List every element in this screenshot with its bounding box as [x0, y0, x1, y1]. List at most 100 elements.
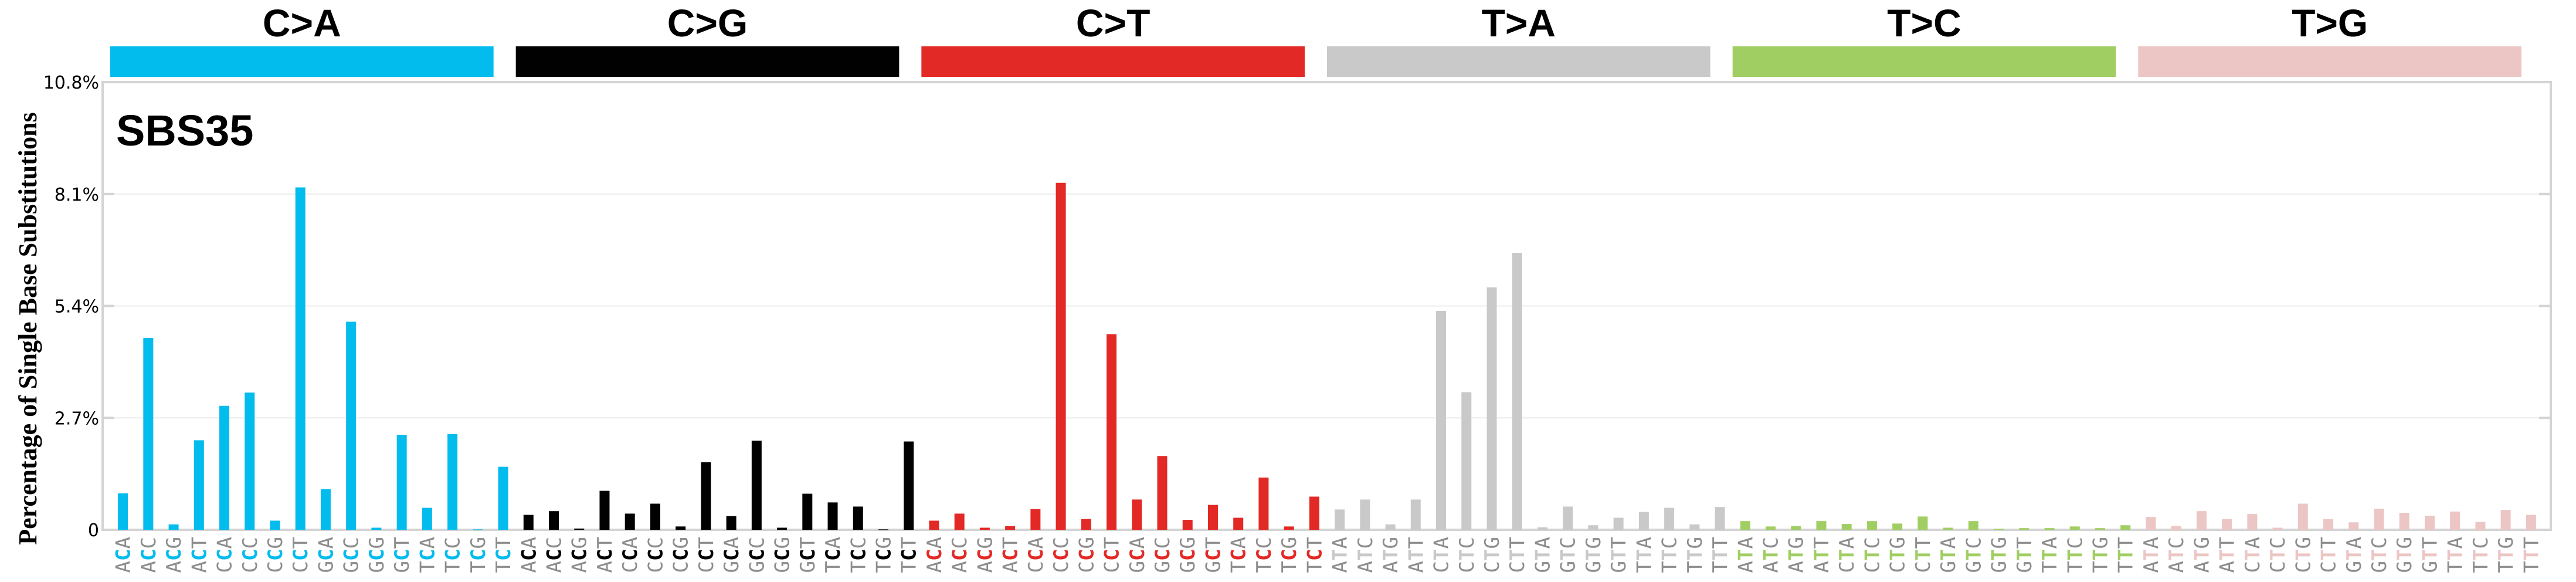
context-label: TCT: [492, 537, 515, 573]
bar: [1816, 521, 1827, 530]
context-label: ACG: [568, 537, 592, 573]
context-label: TCT: [1303, 537, 1326, 573]
bar: [625, 513, 635, 530]
bar: [2323, 519, 2334, 530]
context-label: GTG: [1582, 537, 1606, 573]
context-label: CCC: [239, 537, 262, 573]
context-label: ACG: [973, 537, 997, 573]
bar: [1537, 527, 1547, 530]
context-label: TTG: [2494, 537, 2518, 573]
y-tick-label: 2.7%: [55, 408, 99, 429]
category-bar-ctog: [515, 46, 900, 77]
bar: [1385, 524, 1396, 530]
bar: [1182, 520, 1193, 530]
context-label: CTC: [1455, 537, 1479, 573]
context-label: ATT: [2216, 537, 2239, 573]
context-label: ATC: [2165, 537, 2188, 573]
y-axis-label: Percentage of Single Base Substitutions: [13, 112, 42, 544]
context-label: TTT: [1709, 537, 1732, 573]
context-label: CCA: [213, 537, 237, 573]
bar: [2348, 522, 2359, 530]
context-label: ATA: [1734, 537, 1757, 573]
bar: [2297, 503, 2308, 530]
context-label: GTT: [1607, 537, 1631, 573]
bar: [2450, 511, 2460, 530]
context-label: TCT: [898, 537, 921, 573]
context-label: CTT: [1506, 537, 1529, 573]
bar: [1740, 521, 1750, 530]
bar: [777, 527, 788, 530]
bar: [574, 528, 585, 530]
bar: [676, 526, 686, 530]
category-label: T>G: [2292, 1, 2368, 45]
bar: [447, 434, 458, 530]
category-label: T>C: [1887, 1, 1961, 45]
context-label: CTT: [1912, 537, 1935, 573]
context-label: TCA: [1227, 537, 1251, 573]
context-label: CCT: [1101, 537, 1124, 573]
bar: [118, 493, 128, 530]
bar: [1943, 527, 1953, 530]
context-label: TCG: [872, 537, 895, 573]
context-label: ATT: [1404, 537, 1428, 573]
bar: [473, 529, 483, 530]
signature-title: SBS35: [116, 106, 253, 155]
bar: [1968, 521, 1978, 530]
context-label: GCT: [391, 537, 414, 573]
context-label: CCA: [619, 537, 642, 573]
context-label: TTC: [2469, 537, 2493, 573]
context-label: ATA: [1329, 537, 1352, 573]
bar: [422, 507, 432, 530]
context-label: TCC: [442, 537, 465, 573]
context-label: TCC: [847, 537, 870, 573]
bar: [2171, 526, 2181, 530]
bars: [118, 182, 2536, 530]
context-label: CTC: [2266, 537, 2290, 573]
context-label: ATG: [2190, 537, 2214, 573]
context-label: CTA: [1835, 537, 1859, 573]
bar: [143, 337, 154, 530]
bar: [827, 502, 838, 530]
bar: [2120, 525, 2131, 530]
context-label: TTC: [1658, 537, 1682, 573]
context-label: ACC: [137, 537, 161, 573]
context-label: ACT: [188, 537, 211, 573]
category-label: C>G: [667, 1, 748, 45]
bar: [1436, 310, 1447, 530]
bar: [1258, 477, 1269, 530]
context-label: GCG: [771, 537, 795, 573]
bar: [2399, 513, 2409, 530]
bar: [802, 493, 813, 530]
context-label: TTG: [1684, 537, 1707, 573]
context-label: TTA: [2444, 537, 2468, 573]
context-label: TTT: [2520, 537, 2543, 573]
context-label: GCT: [1202, 537, 1225, 573]
bar: [1689, 524, 1700, 530]
context-label: CTC: [1861, 537, 1884, 573]
bar: [1207, 505, 1218, 530]
context-label: ATA: [2140, 537, 2163, 573]
context-label: GCC: [1151, 537, 1175, 573]
context-label: TTC: [2063, 537, 2087, 573]
context-label: TTT: [2115, 537, 2138, 573]
bar: [2222, 519, 2232, 530]
bar: [270, 520, 280, 530]
bar: [245, 392, 255, 530]
bar: [1107, 334, 1117, 530]
bar: [599, 490, 610, 530]
bar: [1081, 519, 1091, 530]
context-label: TCG: [1278, 537, 1301, 573]
context-label: GTC: [1962, 537, 1986, 573]
context-label: GCA: [314, 537, 338, 573]
bar: [2019, 528, 2029, 530]
bar: [1461, 392, 1472, 530]
bar: [2146, 517, 2156, 530]
context-label: TCA: [822, 537, 845, 573]
context-label: GTC: [2368, 537, 2391, 573]
context-label: CTG: [1481, 537, 1504, 573]
context-label: ATG: [1379, 537, 1403, 573]
bar: [650, 503, 660, 530]
context-label: ACC: [948, 537, 972, 573]
y-tick-label: 10.8%: [43, 73, 99, 93]
